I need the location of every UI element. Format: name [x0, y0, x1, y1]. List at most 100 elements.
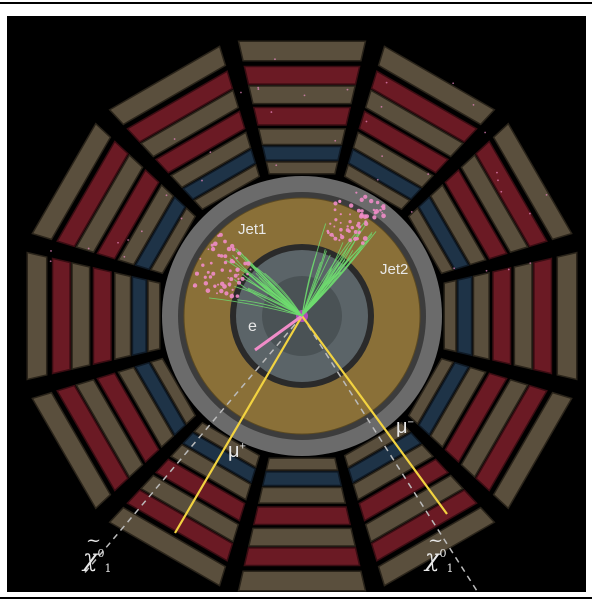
jet2-deposit	[359, 212, 364, 217]
outer-hit	[545, 193, 548, 196]
jet1-deposit	[240, 276, 245, 281]
muon-chamber-outer-segment	[492, 122, 573, 241]
muon-chamber-outer-segment	[556, 251, 578, 381]
top-border	[0, 2, 592, 4]
neutralino-right-label: ~ χ01	[425, 530, 454, 575]
jet2-deposit	[329, 222, 332, 225]
jet2-deposit	[381, 211, 383, 214]
jet2-deposit	[356, 208, 361, 213]
jet2-deposit	[339, 213, 342, 216]
hadron-calorimeter-inner-segment	[96, 372, 160, 464]
jet2-deposit	[362, 236, 368, 241]
outer-hit	[385, 81, 388, 84]
outer-tracker-edge	[183, 197, 421, 435]
hadron-calorimeter-inner-segment	[492, 266, 512, 366]
muon-chamber-middle-segment	[460, 153, 529, 254]
jet2-track	[301, 247, 348, 317]
muon-minus-charge: −	[407, 416, 414, 429]
hadron-calorimeter-outer-segment	[533, 257, 553, 375]
jet1-deposit	[231, 288, 234, 292]
hadron-calorimeter-outer-segment	[51, 257, 71, 375]
jet2-deposit	[339, 227, 343, 232]
detector-svg	[26, 40, 578, 592]
jet2-deposit	[363, 194, 368, 199]
electron-label: e	[248, 318, 257, 335]
jet1-deposit	[194, 271, 199, 276]
jet2-deposit	[333, 225, 336, 228]
neutralino-right-sub: 1	[446, 561, 454, 575]
neutralino-left-label: ~ χ01	[83, 530, 112, 575]
jet1-deposit	[208, 275, 213, 279]
em-calorimeter-segment	[418, 361, 470, 436]
hadron-calorimeter-outer-segment	[243, 65, 361, 85]
outer-hit	[140, 230, 143, 233]
jet1-deposit	[229, 243, 235, 249]
muon-chamber-outer-segment	[377, 45, 496, 126]
jet1-deposit	[243, 261, 247, 266]
outer-hit	[165, 194, 168, 197]
em-calorimeter-segment	[261, 471, 343, 487]
muon-minus-label: μ−	[396, 416, 414, 439]
outer-hit	[257, 88, 260, 91]
jet1-deposit	[211, 271, 216, 276]
outer-hit	[117, 241, 119, 244]
outer-hit	[472, 104, 475, 106]
jet2-deposit	[348, 238, 352, 243]
jet2-track	[301, 221, 368, 317]
outer-hit	[496, 171, 498, 174]
electron-track	[254, 314, 303, 352]
hadron-calorimeter-outer-segment	[475, 384, 548, 492]
jet2-deposit	[334, 218, 338, 222]
muon-chamber-outer-segment	[108, 45, 227, 126]
particle-tracks	[49, 58, 548, 592]
jet1-deposit	[249, 268, 252, 271]
outer-hit	[410, 211, 413, 213]
hadron-calorimeter-inner-segment	[358, 110, 450, 174]
jet1-deposit	[235, 256, 238, 260]
jet2-deposit	[339, 221, 342, 224]
em-calorimeter-segment	[418, 196, 470, 271]
muon-chamber-outer-segment	[492, 391, 573, 510]
jet2-deposit	[353, 230, 358, 234]
muon-plus-label: μ+	[228, 440, 246, 463]
jet1-deposit	[226, 246, 232, 252]
em-calorimeter-segment	[261, 145, 343, 161]
jet2-deposit	[355, 191, 358, 194]
jet1-label: Jet1	[238, 221, 267, 238]
jet1-track	[235, 250, 303, 317]
jet2-deposit	[348, 220, 352, 224]
neutralino-left-track	[81, 315, 303, 577]
muon-chamber-middle-segment	[460, 378, 529, 479]
jet1-deposit	[213, 241, 218, 247]
muon-chamber-outer-segment	[31, 391, 112, 510]
jet2-deposit	[329, 232, 334, 237]
jet2-deposit	[333, 201, 338, 206]
hadron-calorimeter-inner-segment	[92, 266, 112, 366]
jet1-deposit	[210, 246, 216, 252]
muon-chamber-inner-segment	[429, 183, 487, 266]
muon-minus-track	[301, 315, 448, 515]
outer-hit	[180, 217, 183, 220]
outer-hit	[453, 267, 456, 270]
jet2-deposit	[372, 215, 377, 220]
muon-chamber-outer-segment	[31, 122, 112, 241]
outer-hit	[257, 86, 260, 89]
jet2-track	[301, 220, 366, 317]
jet1-deposit	[207, 248, 210, 251]
jet1-deposit	[219, 288, 224, 294]
jet1-track	[225, 259, 303, 317]
hadron-calorimeter-inner-segment	[252, 506, 352, 526]
jet1-deposit	[231, 247, 236, 252]
jet1-track	[264, 272, 303, 317]
muon-chamber-inner-segment	[429, 366, 487, 449]
hadron-calorimeter-outer-segment	[56, 384, 129, 492]
jet2-deposit	[359, 197, 364, 202]
jet1-deposit	[216, 283, 220, 286]
outer-hit	[50, 250, 52, 252]
outer-hit	[240, 91, 242, 94]
outer-hit	[346, 88, 349, 91]
jet1-deposit	[222, 284, 227, 289]
outer-hit	[380, 105, 383, 108]
outer-hit	[376, 178, 379, 181]
muon-chamber-middle-segment	[75, 378, 144, 479]
